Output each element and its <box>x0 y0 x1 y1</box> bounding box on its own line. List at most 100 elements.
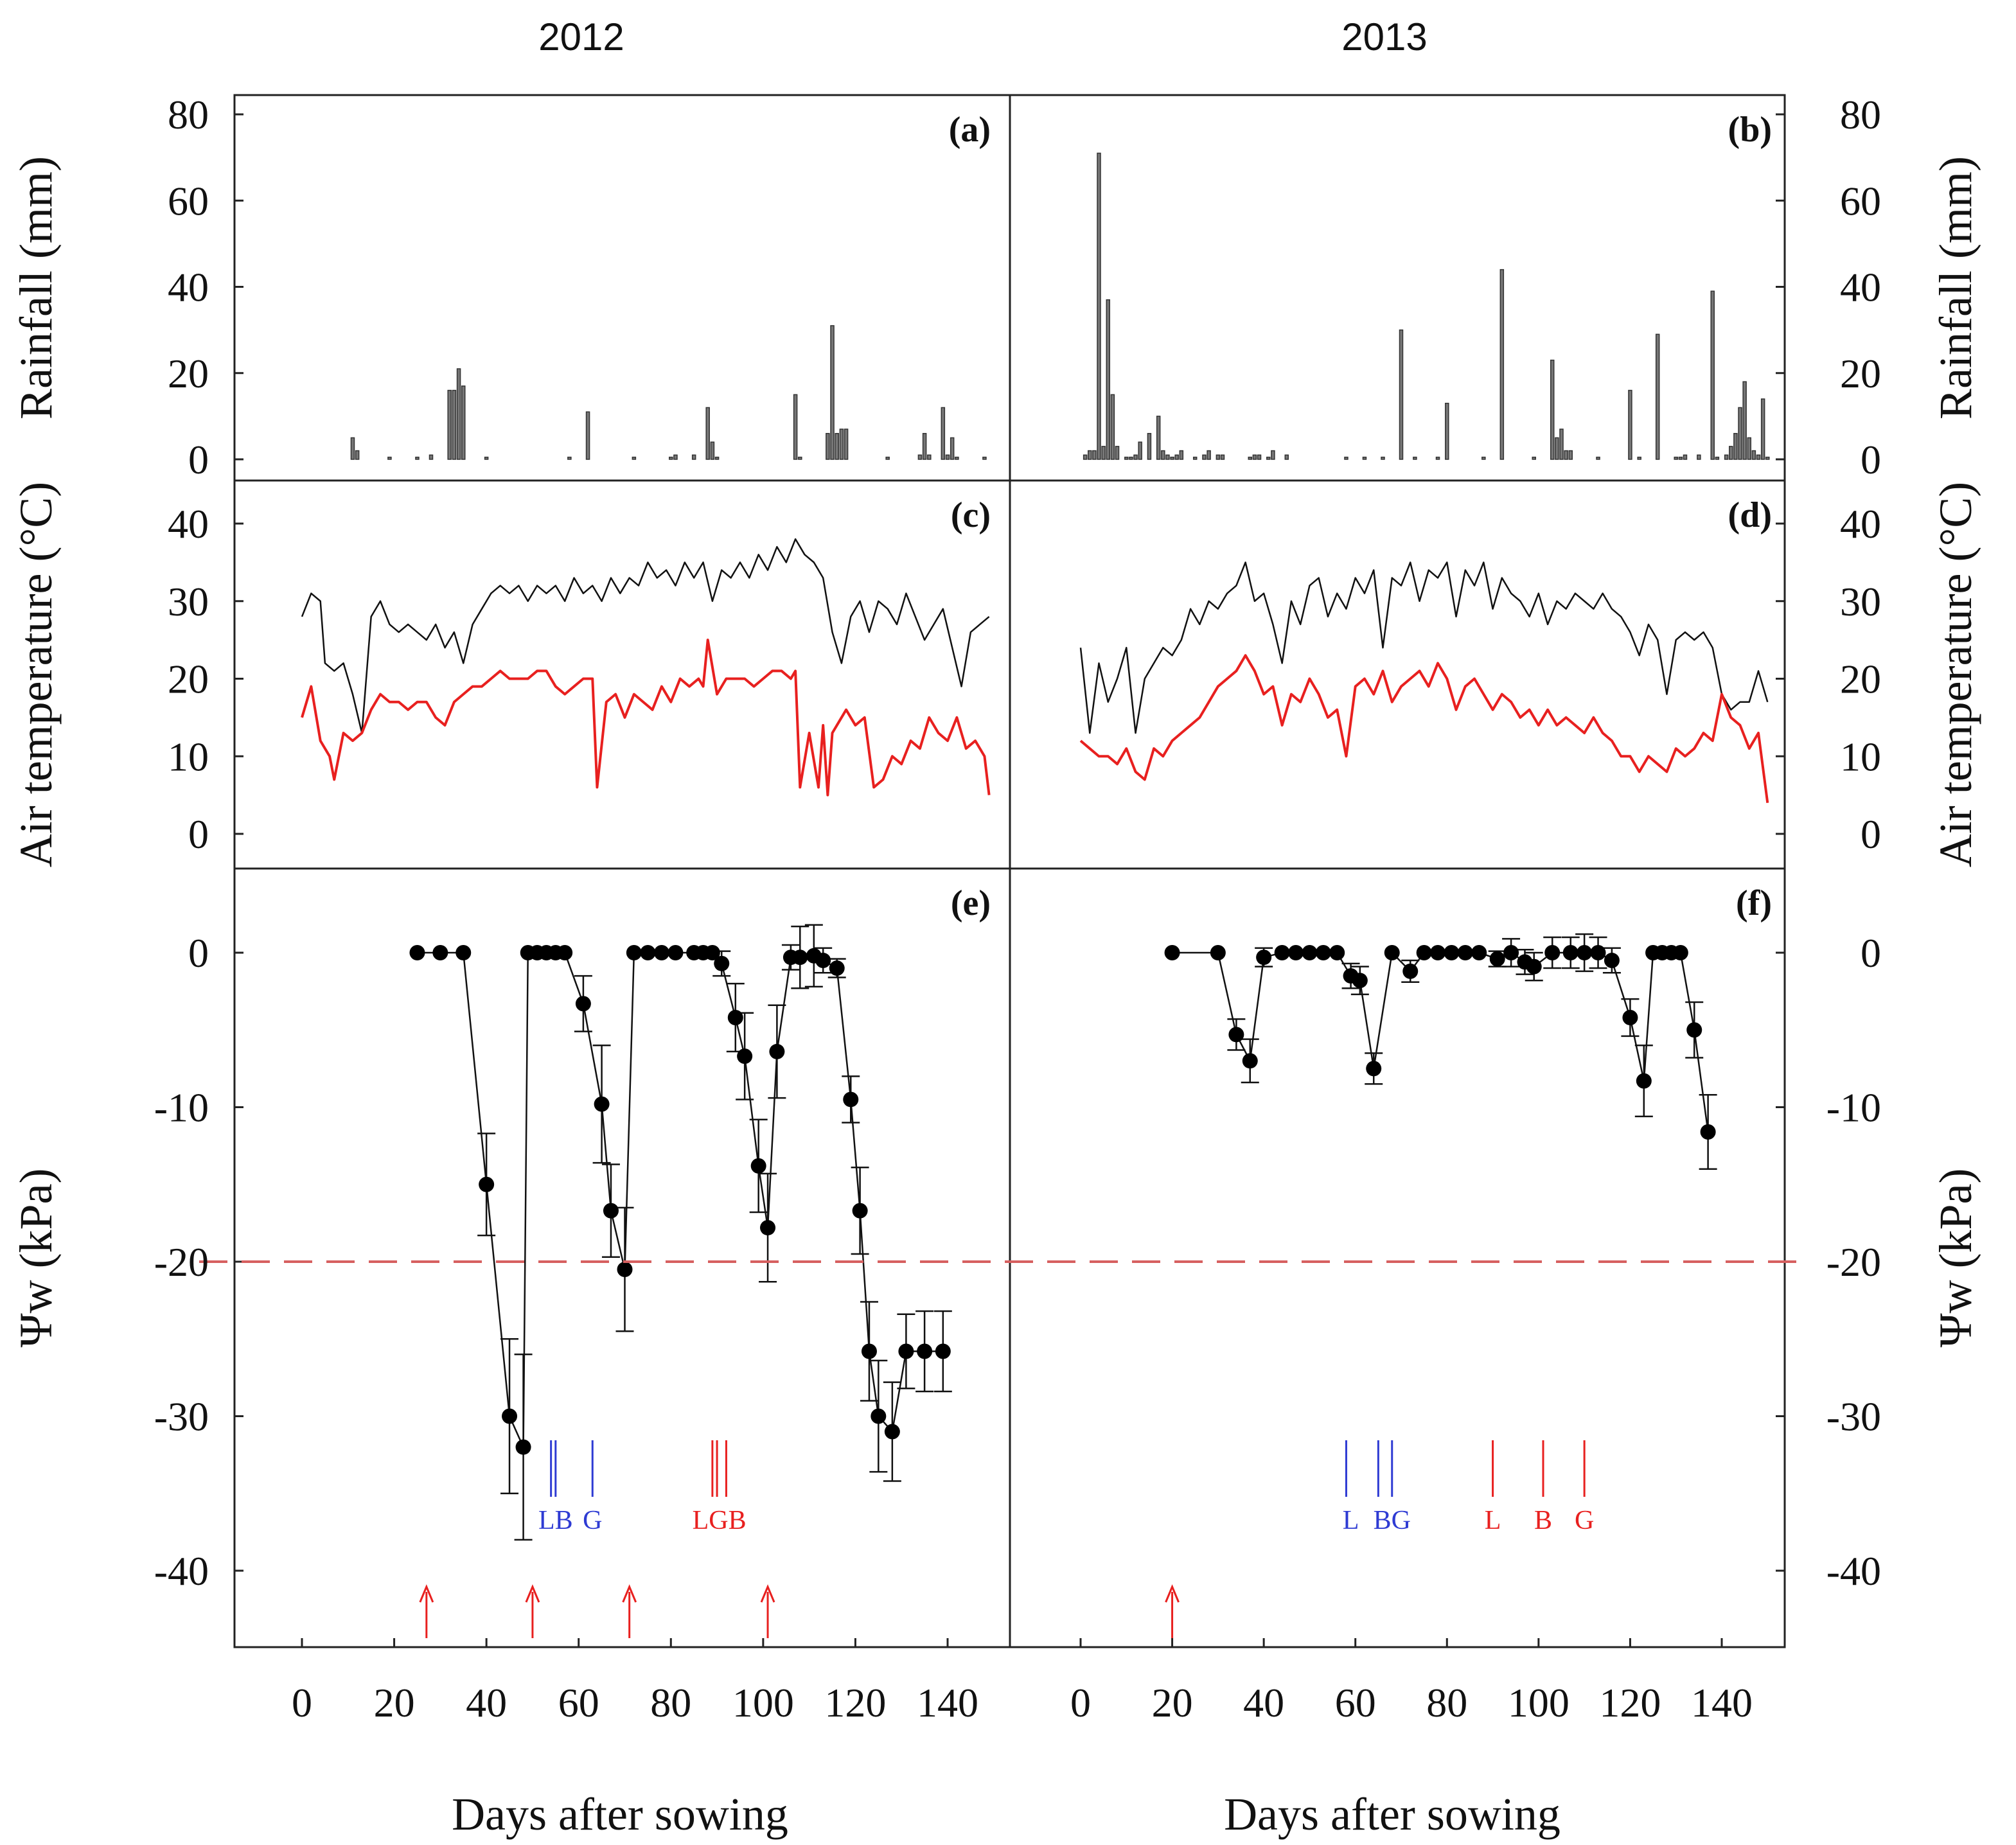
rain-bar-b <box>1248 456 1253 460</box>
rain-bar-a <box>714 456 720 460</box>
psi-point-e <box>668 945 684 960</box>
rain-bar-b <box>1729 446 1733 460</box>
rain-bar-b <box>1756 454 1761 460</box>
rain-bar-b <box>1220 454 1225 460</box>
rain-bar-b <box>1747 437 1752 460</box>
rain-bar-a <box>844 428 849 460</box>
rain-bar-a <box>452 389 457 460</box>
rain-bar-a <box>387 456 392 460</box>
stage-label-f: BG <box>1374 1506 1411 1535</box>
rain-bar-a <box>355 450 360 460</box>
rain-bar-b <box>1165 454 1170 460</box>
psi-point-f <box>1636 1073 1652 1089</box>
y-axis-label-c: Air temperature (°C) <box>10 482 62 868</box>
rain-bar-a <box>941 407 946 460</box>
rain-bar-b <box>1216 454 1221 460</box>
psi-point-f <box>1526 958 1542 975</box>
tmin-line-d <box>1079 654 1769 803</box>
rain-bar-b <box>1088 450 1092 460</box>
y-axis-label-d: Air temperature (°C) <box>1930 482 1981 868</box>
psi-point-e <box>594 1096 610 1112</box>
rain-bar-b <box>1674 456 1678 460</box>
rain-bar-b <box>1266 456 1271 460</box>
rain-bar-b <box>1550 359 1555 460</box>
psi-point-f <box>1256 949 1272 966</box>
rain-bar-a <box>691 454 696 460</box>
x-tick-label-f: 100 <box>1508 1680 1569 1726</box>
y-tick-label-f: -40 <box>1826 1548 1881 1594</box>
irrigation-arrow-head-e <box>622 1584 637 1603</box>
psi-point-f <box>1686 1022 1702 1038</box>
rain-bar-a <box>673 454 678 460</box>
psi-point-f <box>1242 1053 1258 1069</box>
x-axis-label-right: Days after sowing <box>1224 1788 1561 1840</box>
rain-bar-b <box>1628 389 1632 460</box>
rain-bar-a <box>917 454 923 460</box>
irrigation-arrow-head-e <box>525 1584 540 1603</box>
rain-bar-b <box>1555 437 1559 460</box>
stage-label-f: L <box>1343 1506 1359 1535</box>
psi-point-e <box>704 945 720 960</box>
rain-bar-b <box>1655 333 1660 460</box>
rain-bar-a <box>456 368 461 460</box>
y-tick-label-d: 10 <box>1840 734 1881 779</box>
psi-point-e <box>479 1176 495 1192</box>
x-tick-label-e: 20 <box>374 1680 415 1726</box>
psi-point-e <box>557 945 573 960</box>
stage-label-f: G <box>1575 1506 1594 1535</box>
rain-bar-b <box>1106 299 1111 460</box>
tmax-line-c <box>301 538 990 734</box>
rain-bar-a <box>710 441 715 460</box>
psi-point-f <box>1274 945 1290 960</box>
stage-label-e: LB <box>538 1506 573 1535</box>
rain-bar-a <box>793 394 798 460</box>
y-tick-label-f: -10 <box>1826 1085 1881 1131</box>
rain-bar-a <box>927 454 932 460</box>
panel-label-e: (e) <box>951 883 991 923</box>
x-tick-label-e: 80 <box>650 1680 691 1726</box>
rain-bar-b <box>1115 446 1120 460</box>
psi-point-e <box>843 1091 859 1108</box>
psi-point-f <box>1503 945 1519 960</box>
rain-bar-b <box>1413 456 1417 460</box>
rain-bar-b <box>1083 454 1088 460</box>
psi-point-e <box>861 1343 877 1359</box>
y-axis-label-b: Rainfall (mm) <box>1930 156 1981 419</box>
x-tick-label-e: 140 <box>917 1680 978 1726</box>
psi-point-e <box>760 1220 776 1236</box>
rain-bar-a <box>922 432 927 460</box>
y-axis-label-e: Ψw (kPa) <box>10 1168 62 1347</box>
psi-point-e <box>714 955 730 971</box>
rain-bar-a <box>839 428 844 460</box>
tmax-line-d <box>1079 561 1769 734</box>
rain-bar-b <box>1124 456 1129 460</box>
y-tick-label-a: 20 <box>168 351 209 396</box>
rain-bar-a <box>885 456 890 460</box>
rain-bar-a <box>830 325 835 460</box>
psi-point-e <box>626 945 642 960</box>
stage-label-f: L <box>1485 1506 1501 1535</box>
psi-point-f <box>1457 945 1473 960</box>
y-tick-label-a: 80 <box>168 92 209 137</box>
rain-bar-b <box>1192 456 1198 460</box>
rain-bar-b <box>1742 381 1747 460</box>
rain-bar-b <box>1381 456 1385 460</box>
irrigation-arrow-head-e <box>760 1584 775 1603</box>
psi-point-e <box>653 945 669 960</box>
rain-bar-b <box>1133 454 1138 460</box>
rain-bar-b <box>1110 394 1115 460</box>
rain-bar-b <box>1101 446 1106 460</box>
y-tick-label-f: 0 <box>1861 930 1881 976</box>
rain-bar-b <box>1445 402 1449 460</box>
data-layer <box>199 152 1799 1638</box>
psi-point-f <box>1471 945 1487 960</box>
y-tick-label-f: -20 <box>1826 1239 1881 1285</box>
rain-bar-b <box>1683 454 1688 460</box>
x-tick-label-e: 0 <box>292 1680 312 1726</box>
rain-bar-b <box>1532 456 1536 460</box>
panel-label-f: (f) <box>1736 883 1772 923</box>
y-tick-label-d: 0 <box>1861 811 1881 857</box>
psi-point-e <box>769 1043 785 1059</box>
rain-bar-b <box>1344 456 1348 460</box>
